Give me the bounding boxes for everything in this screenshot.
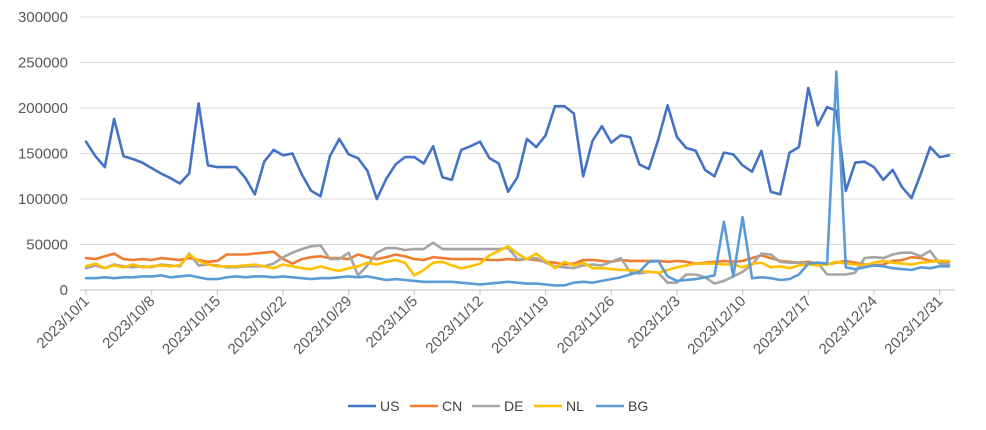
y-tick-label: 50000 (26, 237, 68, 254)
x-tick-label: 2023/12/10 (684, 293, 749, 358)
legend-label: DE (504, 398, 523, 414)
x-tick-label: 2023/10/8 (99, 293, 158, 352)
x-tick-label: 2023/12/17 (750, 293, 815, 358)
x-tick-label: 2023/11/19 (488, 293, 552, 357)
legend-label: NL (566, 398, 584, 414)
x-tick-label: 2023/11/12 (422, 293, 486, 357)
x-tick-label: 2023/12/31 (881, 293, 946, 358)
y-tick-label: 300000 (18, 9, 68, 26)
series-line-bg (84, 70, 951, 287)
y-tick-label: 250000 (18, 55, 68, 72)
x-tick-label: 2023/12/3 (625, 293, 684, 352)
y-tick-label: 200000 (18, 100, 68, 117)
x-axis-ticks: 2023/10/1 2023/10/8 2023/10/15 2023/10/22 20… (34, 293, 947, 358)
y-tick-label: 150000 (18, 146, 68, 163)
legend-item-us: US (348, 398, 399, 414)
series-line-nl (84, 245, 951, 277)
y-tick-label: 100000 (18, 191, 68, 208)
series-lines (84, 70, 951, 287)
legend: US CN DE NL BG (348, 398, 648, 414)
x-tick-label: 2023/11/5 (363, 293, 421, 351)
series-line-us (84, 86, 951, 201)
x-tick-label: 2023/12/24 (816, 293, 881, 358)
axes (80, 289, 955, 295)
y-axis-ticks: 0 50000 100000 150000 200000 250000 300000 (18, 9, 68, 299)
x-tick-label: 2023/10/22 (225, 293, 290, 358)
legend-item-nl: NL (534, 398, 584, 414)
legend-label: US (380, 398, 399, 414)
legend-label: BG (628, 398, 648, 414)
legend-item-de: DE (472, 398, 523, 414)
gridlines (80, 16, 955, 245)
legend-item-cn: CN (410, 398, 462, 414)
x-tick-label: 2023/10/1 (34, 293, 93, 352)
y-tick-label: 0 (60, 282, 68, 299)
legend-item-bg: BG (596, 398, 648, 414)
x-tick-label: 2023/11/26 (554, 293, 618, 357)
x-tick-label: 2023/10/15 (159, 293, 224, 358)
legend-label: CN (442, 398, 462, 414)
x-tick-label: 2023/10/29 (290, 293, 355, 358)
